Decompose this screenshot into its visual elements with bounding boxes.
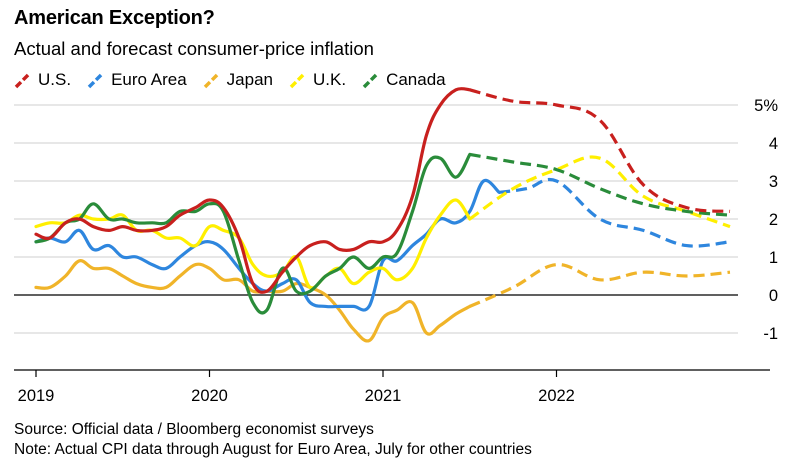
x-tick-label: 2022 <box>538 387 575 405</box>
series-line-u-s-actual <box>34 87 472 294</box>
y-tick-label: -1 <box>763 325 778 343</box>
legend-item-uk: U.K. <box>289 70 346 90</box>
y-tick-label: 1 <box>769 249 778 267</box>
legend-label-japan: Japan <box>226 70 273 89</box>
y-tick-label: 0 <box>769 287 778 305</box>
legend-swatch-uk <box>289 71 307 89</box>
series-line-canada-actual <box>34 152 472 315</box>
legend-item-us: U.S. <box>14 70 71 90</box>
x-tick-label: 2019 <box>18 387 55 405</box>
legend: U.S. Euro Area Japan U.K. Canada <box>14 70 446 90</box>
series-line-u-s-forecast <box>469 88 731 213</box>
y-tick-label: 2 <box>769 211 778 229</box>
legend-swatch-us <box>14 71 32 89</box>
series-line-japan-forecast <box>469 262 731 308</box>
source-note: Source: Official data / Bloomberg econom… <box>14 421 374 438</box>
legend-item-japan: Japan <box>203 70 273 90</box>
y-tick-label: 5% <box>754 97 778 115</box>
x-tick-label: 2020 <box>191 387 228 405</box>
chart-title: American Exception? <box>14 7 215 29</box>
series-line-japan-actual <box>34 259 472 343</box>
series-line-canada-forecast <box>469 152 731 217</box>
legend-swatch-japan <box>203 71 220 89</box>
x-tick-label: 2021 <box>365 387 402 405</box>
footnote: Note: Actual CPI data through August for… <box>14 441 532 458</box>
legend-swatch-canada <box>362 71 380 89</box>
series-line-euro-area-forecast <box>498 177 731 248</box>
legend-item-euro-area: Euro Area <box>87 70 187 90</box>
chart-subtitle: Actual and forecast consumer-price infla… <box>14 38 374 59</box>
legend-label-uk: U.K. <box>313 70 347 89</box>
legend-label-us: U.S. <box>38 70 72 89</box>
legend-label-euro-area: Euro Area <box>111 70 187 89</box>
legend-label-canada: Canada <box>386 70 446 89</box>
series-line-u-k-forecast <box>468 155 731 229</box>
legend-item-canada: Canada <box>362 70 446 90</box>
legend-swatch-euro-area <box>87 71 105 89</box>
y-tick-label: 3 <box>769 173 778 191</box>
y-tick-label: 4 <box>769 135 778 153</box>
